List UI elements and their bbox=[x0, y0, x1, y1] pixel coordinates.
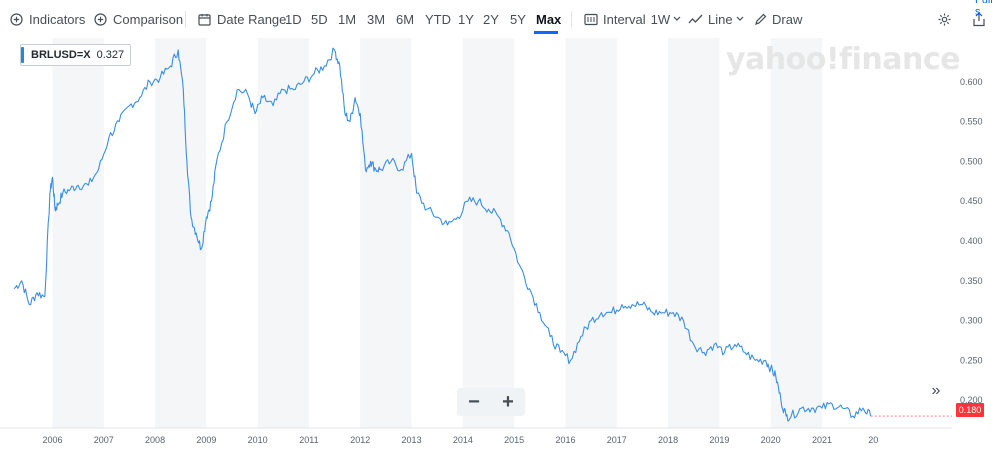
y-tick-label: 0.500 bbox=[960, 156, 983, 166]
chart-area[interactable]: 0.200 0.250 0.300 0.350 0.400 0.450 0.500 0.550… bbox=[0, 38, 1000, 455]
x-tick-label: 2013 bbox=[402, 435, 422, 445]
chart-toolbar: Indicators Comparison Date Range 1D 5D 1… bbox=[0, 0, 1000, 38]
y-tick-label: 0.350 bbox=[960, 276, 983, 286]
scroll-to-latest-button[interactable]: » bbox=[925, 380, 947, 402]
x-tick-label: 2019 bbox=[709, 435, 729, 445]
plus-circle-icon bbox=[10, 12, 23, 26]
full-screen-link[interactable]: Full s bbox=[975, 0, 993, 18]
plus-circle-icon bbox=[94, 12, 107, 26]
indicators-button[interactable]: Indicators bbox=[10, 0, 85, 38]
x-tick-label: 2018 bbox=[658, 435, 678, 445]
range-ytd[interactable]: YTD bbox=[425, 12, 451, 27]
y-tick-label: 0.550 bbox=[960, 117, 983, 127]
chart-type-label: Line bbox=[708, 11, 733, 27]
yahoo-finance-watermark: yahoo!finance bbox=[726, 42, 960, 77]
draw-button[interactable]: Draw bbox=[754, 0, 802, 38]
chevron-down-icon bbox=[736, 16, 744, 22]
interval-icon bbox=[584, 13, 598, 26]
range-1y[interactable]: 1Y bbox=[458, 12, 474, 27]
year-band bbox=[360, 38, 412, 428]
range-max[interactable]: Max bbox=[536, 12, 562, 27]
gear-icon bbox=[937, 12, 952, 27]
y-tick-label: 0.450 bbox=[960, 196, 983, 206]
interval-dropdown[interactable]: Interval 1W bbox=[584, 0, 681, 38]
range-3m[interactable]: 3M bbox=[367, 12, 386, 27]
interval-value: 1W bbox=[650, 11, 671, 27]
y-tick-label: 0.600 bbox=[960, 77, 983, 87]
range-6m[interactable]: 6M bbox=[396, 12, 415, 27]
x-tick-label: 2011 bbox=[299, 435, 318, 445]
year-band bbox=[462, 38, 515, 428]
pencil-icon bbox=[754, 13, 767, 26]
price-series-line bbox=[13, 47, 872, 422]
year-band bbox=[52, 38, 104, 428]
calendar-icon bbox=[198, 13, 211, 26]
legend-color-bar bbox=[21, 47, 24, 63]
range-1d[interactable]: 1D bbox=[285, 12, 302, 27]
x-tick-label: 2021 bbox=[812, 435, 832, 445]
year-band bbox=[155, 38, 207, 428]
x-tick-label: 2009 bbox=[196, 435, 216, 445]
price-chart: 0.200 0.250 0.300 0.350 0.400 0.450 0.500 0.550… bbox=[0, 38, 983, 445]
date-range-label: Date Range bbox=[217, 11, 287, 27]
active-range-indicator bbox=[534, 31, 558, 34]
y-tick-label: 0.200 bbox=[960, 395, 983, 405]
toolbar-divider bbox=[185, 11, 186, 28]
year-band bbox=[770, 38, 822, 428]
x-tick-label: 2016 bbox=[555, 435, 575, 445]
toolbar-divider bbox=[571, 11, 572, 28]
line-chart-icon bbox=[688, 14, 703, 25]
x-tick-label: 2017 bbox=[607, 435, 627, 445]
x-tick-label: 2010 bbox=[248, 435, 268, 445]
last-price-tag: 0.180 bbox=[956, 403, 984, 417]
year-band bbox=[565, 38, 617, 428]
chevron-down-icon bbox=[673, 16, 681, 22]
range-5y[interactable]: 5Y bbox=[510, 12, 526, 27]
x-tick-label: 2014 bbox=[453, 435, 473, 445]
x-tick-label: 2015 bbox=[504, 435, 524, 445]
range-1m[interactable]: 1M bbox=[338, 12, 357, 27]
x-tick-label: 2012 bbox=[350, 435, 370, 445]
legend-symbol: BRLUSD=X bbox=[31, 49, 91, 61]
zoom-controls: − + bbox=[457, 388, 525, 416]
interval-label: Interval bbox=[603, 11, 646, 27]
x-tick-label: 2008 bbox=[145, 435, 165, 445]
share-button[interactable] bbox=[972, 0, 986, 38]
y-tick-label: 0.300 bbox=[960, 316, 983, 326]
indicators-label: Indicators bbox=[29, 11, 86, 27]
year-band bbox=[668, 38, 720, 428]
legend-value: 0.327 bbox=[96, 49, 125, 61]
x-tick-label: 2006 bbox=[42, 435, 62, 445]
zoom-out-button[interactable]: − bbox=[468, 390, 480, 413]
chart-type-dropdown[interactable]: Line bbox=[688, 0, 744, 38]
comparison-button[interactable]: Comparison bbox=[94, 0, 183, 38]
settings-button[interactable] bbox=[937, 0, 952, 38]
year-band bbox=[257, 38, 309, 428]
y-tick-label: 0.250 bbox=[960, 355, 983, 365]
symbol-legend[interactable]: BRLUSD=X 0.327 bbox=[20, 44, 132, 66]
comparison-label: Comparison bbox=[113, 11, 184, 27]
share-icon bbox=[972, 11, 986, 27]
zoom-in-button[interactable]: + bbox=[502, 390, 514, 413]
y-tick-label: 0.400 bbox=[960, 236, 983, 246]
draw-label: Draw bbox=[772, 11, 803, 27]
x-tick-label: 2007 bbox=[94, 435, 114, 445]
x-tick-label: 20 bbox=[868, 435, 878, 445]
date-range-button[interactable]: Date Range bbox=[198, 0, 286, 38]
x-tick-label: 2020 bbox=[761, 435, 781, 445]
range-5d[interactable]: 5D bbox=[311, 12, 328, 27]
range-2y[interactable]: 2Y bbox=[483, 12, 499, 27]
